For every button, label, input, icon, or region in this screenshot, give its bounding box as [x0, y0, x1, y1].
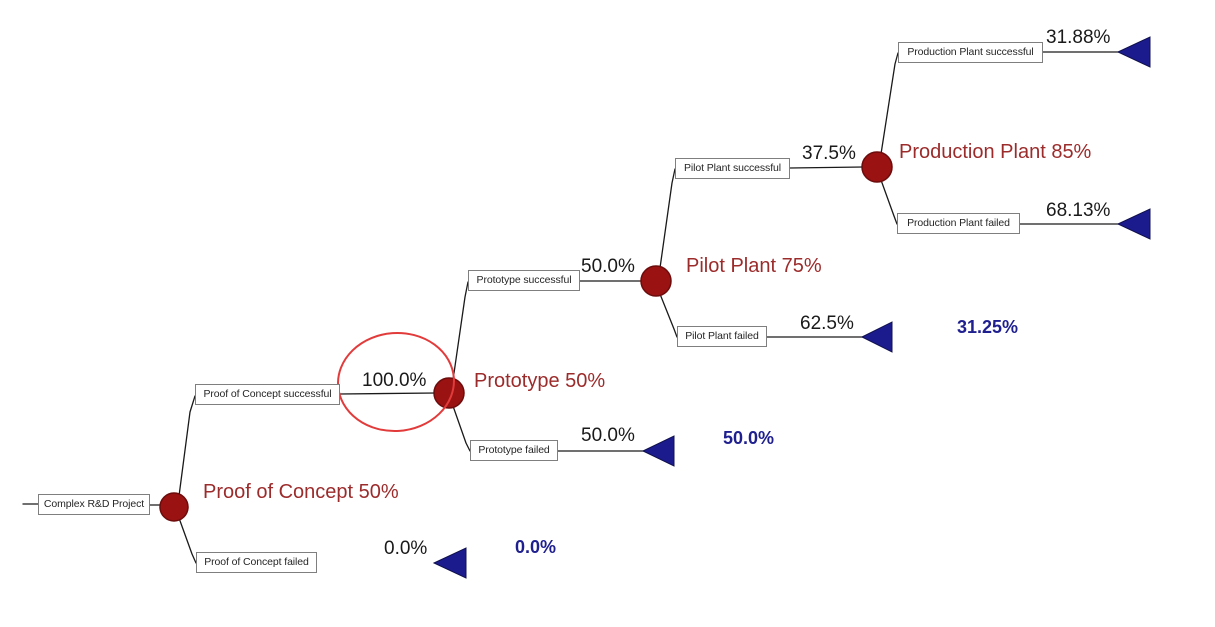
node-title-proof-of-concept: Proof of Concept 50% — [203, 481, 399, 503]
chance-node-pilot-plant[interactable] — [640, 265, 672, 297]
node-title-prototype: Prototype 50% — [474, 370, 606, 392]
probability-label-prototype-failed: 50.0% — [581, 425, 635, 446]
branch-line-pilot-successful — [659, 168, 676, 269]
branch-line-prototype-failed — [452, 405, 471, 452]
branch-box-root[interactable]: Complex R&D Project — [38, 494, 150, 515]
branch-line-production-successful — [880, 52, 899, 155]
branch-box-poc-successful[interactable]: Proof of Concept successful — [195, 384, 340, 405]
end-node-triangle-prototype-failed[interactable] — [641, 435, 675, 467]
branch-line-prototype-successful — [452, 281, 469, 381]
branch-box-pilot-successful[interactable]: Pilot Plant successful — [675, 158, 790, 179]
branch-box-production-failed[interactable]: Production Plant failed — [897, 213, 1020, 234]
probability-label-production-failed: 68.13% — [1046, 200, 1111, 221]
branch-line-poc-successful — [178, 395, 196, 497]
branch-line-poc-failed — [178, 517, 197, 564]
probability-label-prototype-successful: 50.0% — [581, 256, 635, 277]
result-value-prototype-failed: 50.0% — [723, 428, 775, 448]
end-node-triangle-pilot-failed[interactable] — [860, 321, 893, 353]
branch-line-pilot-failed — [659, 293, 678, 338]
probability-label-pilot-successful: 37.5% — [802, 143, 856, 164]
chance-node-proof-of-concept[interactable] — [159, 492, 189, 522]
branch-box-prototype-failed[interactable]: Prototype failed — [470, 440, 558, 461]
branch-box-poc-failed[interactable]: Proof of Concept failed — [196, 552, 317, 573]
branch-box-production-successful[interactable]: Production Plant successful — [898, 42, 1043, 63]
end-node-triangle-poc-failed[interactable] — [432, 547, 467, 579]
probability-label-poc-successful: 100.0% — [362, 370, 427, 391]
node-title-pilot-plant: Pilot Plant 75% — [686, 255, 822, 277]
branch-box-prototype-successful[interactable]: Prototype successful — [468, 270, 580, 291]
branch-line-pilot-to-production — [789, 166, 864, 169]
end-node-triangle-production-failed[interactable] — [1116, 208, 1151, 240]
chance-node-prototype[interactable] — [433, 377, 465, 409]
probability-label-pilot-failed: 62.5% — [800, 313, 854, 334]
node-title-production-plant: Production Plant 85% — [899, 141, 1092, 163]
branch-line-production-failed — [880, 179, 898, 225]
result-value-pilot-failed: 31.25% — [957, 317, 1019, 337]
chance-node-production-plant[interactable] — [861, 151, 893, 183]
result-value-poc-failed: 0.0% — [515, 537, 557, 557]
probability-label-production-successful: 31.88% — [1046, 27, 1111, 48]
branch-line-poc-to-prototype — [339, 392, 437, 395]
branch-box-pilot-failed[interactable]: Pilot Plant failed — [677, 326, 767, 347]
probability-label-poc-failed: 0.0% — [384, 538, 428, 559]
end-node-triangle-production-successful[interactable] — [1116, 36, 1151, 68]
